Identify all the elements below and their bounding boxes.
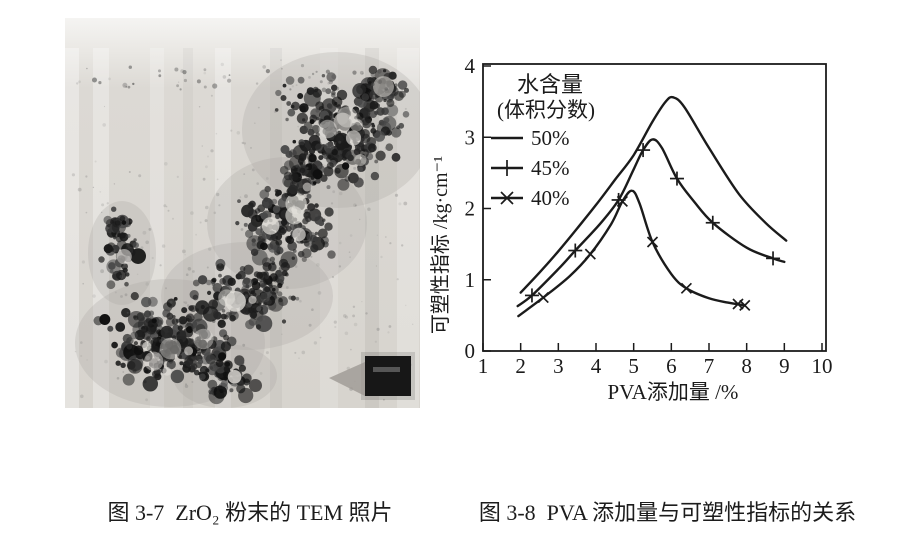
legend-title-line1: 水含量 <box>517 72 583 97</box>
y-tick-label: 2 <box>465 197 476 221</box>
legend-title-line2: (体积分数) <box>497 98 595 122</box>
figure-3-7-caption-zh: 图 3-7 ZrO₂ 粉末的 TEM 照片 <box>107 500 393 525</box>
y-axis-label: 可塑性指标 /kg·cm⁻¹ <box>429 156 452 334</box>
plot-box <box>482 63 827 352</box>
figure-3-8-caption-zh: 图 3-8 PVA 添加量与可塑性指标的关系 <box>478 500 857 525</box>
particle-clusters <box>93 65 410 405</box>
x-tick-label: 10 <box>812 354 833 378</box>
y-tick-label: 1 <box>465 268 476 292</box>
x-tick-label: 8 <box>741 354 752 378</box>
tem-micrograph-image <box>65 18 420 408</box>
legend-label-40%: 40% <box>531 186 570 210</box>
figure-3-8-caption: 图 3-8 PVA 添加量与可塑性指标的关系 Fig. 3-8 The rela… <box>455 423 880 545</box>
x-tick-label: 1 <box>478 354 489 378</box>
x-tick-label: 4 <box>591 354 602 378</box>
y-tick-label: 0 <box>465 339 476 363</box>
legend-label-45%: 45% <box>531 156 570 180</box>
x-tick-label: 3 <box>553 354 564 378</box>
x-tick-label: 9 <box>779 354 790 378</box>
series-line-45% <box>516 138 786 308</box>
y-tick-label: 3 <box>465 125 476 149</box>
photo-grain <box>71 59 414 402</box>
series-40% <box>517 189 751 318</box>
x-axis-label: PVA添加量 /% <box>608 380 739 404</box>
series-45% <box>516 138 786 308</box>
photo-label-square <box>329 352 415 400</box>
x-tick-label: 7 <box>704 354 715 378</box>
figure-3-7-caption: 图 3-7 ZrO₂ 粉末的 TEM 照片 Fig. 3-7 TEM micro… <box>60 423 440 545</box>
legend-label-50%: 50% <box>531 126 570 150</box>
series-line-40% <box>517 189 746 318</box>
series-50% <box>519 95 788 294</box>
y-tick-label: 4 <box>465 54 476 78</box>
x-tick-label: 5 <box>628 354 639 378</box>
x-tick-label: 6 <box>666 354 677 378</box>
legend: 水含量(体积分数) 50% 45% 40% <box>491 72 595 210</box>
series-line-50% <box>519 95 788 294</box>
x-tick-label: 2 <box>515 354 526 378</box>
